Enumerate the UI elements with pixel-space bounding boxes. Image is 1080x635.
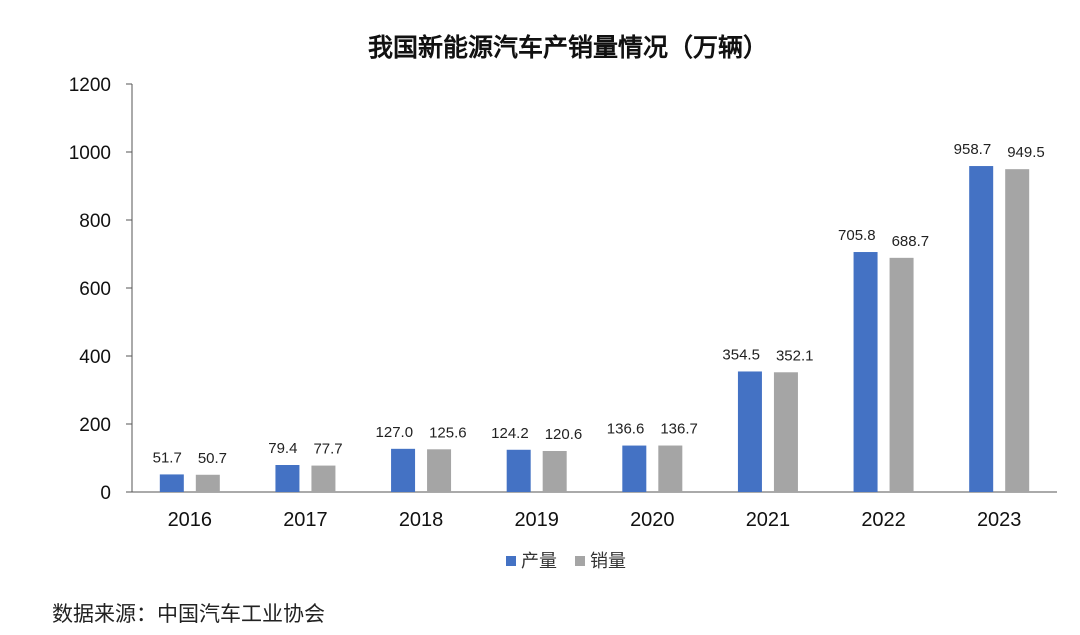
- bar-sales: [427, 449, 452, 492]
- y-tick-label: 1000: [69, 143, 111, 164]
- bar-production: [506, 449, 531, 492]
- data-label: 136.7: [660, 421, 698, 438]
- source-note: 数据来源：中国汽车工业协会: [52, 602, 325, 626]
- data-labels: 51.7 79.4 127.0 124.2 136.6 354.5 705.8 958.7 50…: [153, 141, 1045, 467]
- legend-label: 销量: [590, 551, 626, 572]
- y-tick-label: 800: [79, 211, 111, 232]
- y-tick-label: 600: [79, 279, 111, 300]
- chart-title: 我国新能源汽车产销量情况（万辆）: [368, 33, 768, 62]
- data-label: 51.7: [153, 449, 182, 466]
- bar-sales: [773, 372, 798, 492]
- data-label: 125.6: [429, 424, 467, 441]
- y-tick-label: 200: [79, 415, 111, 436]
- x-tick-label: 2023: [977, 509, 1022, 531]
- data-label: 958.7: [954, 141, 992, 158]
- bar-sales: [889, 257, 914, 492]
- bar-production: [391, 448, 416, 492]
- x-tick-label: 2021: [746, 509, 791, 531]
- bar-production: [159, 474, 184, 492]
- bar-sales: [195, 474, 220, 492]
- y-axis: 0 200 400 600 800 1000 1200: [69, 75, 133, 504]
- x-tick-label: 2018: [399, 509, 444, 531]
- bar-production: [275, 465, 300, 492]
- legend-swatch: [506, 556, 516, 566]
- bar-sales: [1005, 169, 1030, 493]
- data-label: 127.0: [376, 424, 414, 441]
- bar-production: [737, 371, 762, 492]
- data-label: 120.6: [545, 426, 583, 443]
- legend-swatch: [575, 556, 585, 566]
- data-label: 50.7: [198, 450, 227, 467]
- x-tick-label: 2016: [168, 509, 213, 531]
- data-label: 354.5: [722, 346, 760, 363]
- x-tick-label: 2019: [514, 509, 559, 531]
- y-tick-label: 400: [79, 347, 111, 368]
- data-label: 688.7: [892, 233, 930, 250]
- data-label: 124.2: [491, 425, 529, 442]
- x-tick-label: 2020: [630, 509, 675, 531]
- bar-production: [969, 166, 994, 493]
- legend: 产量 销量: [506, 551, 626, 572]
- bar-production: [622, 445, 647, 492]
- data-label: 352.1: [776, 347, 814, 364]
- bar-production: [853, 252, 878, 492]
- data-label: 949.5: [1007, 144, 1045, 161]
- legend-label: 产量: [521, 551, 557, 572]
- data-label: 705.8: [838, 227, 876, 244]
- y-tick-label: 1200: [69, 75, 111, 96]
- data-label: 77.7: [313, 441, 342, 458]
- bar-sales: [542, 450, 567, 492]
- data-label: 79.4: [268, 440, 297, 457]
- bar-sales: [311, 465, 336, 492]
- x-tick-label: 2022: [861, 509, 906, 531]
- data-label: 136.6: [607, 421, 645, 438]
- bar-sales: [658, 445, 683, 492]
- x-axis: 2016 2017 2018 2019 2020 2021 2022 2023: [132, 491, 1057, 531]
- bars: [159, 166, 1030, 493]
- x-tick-label: 2017: [283, 509, 328, 531]
- y-tick-label: 0: [100, 483, 111, 504]
